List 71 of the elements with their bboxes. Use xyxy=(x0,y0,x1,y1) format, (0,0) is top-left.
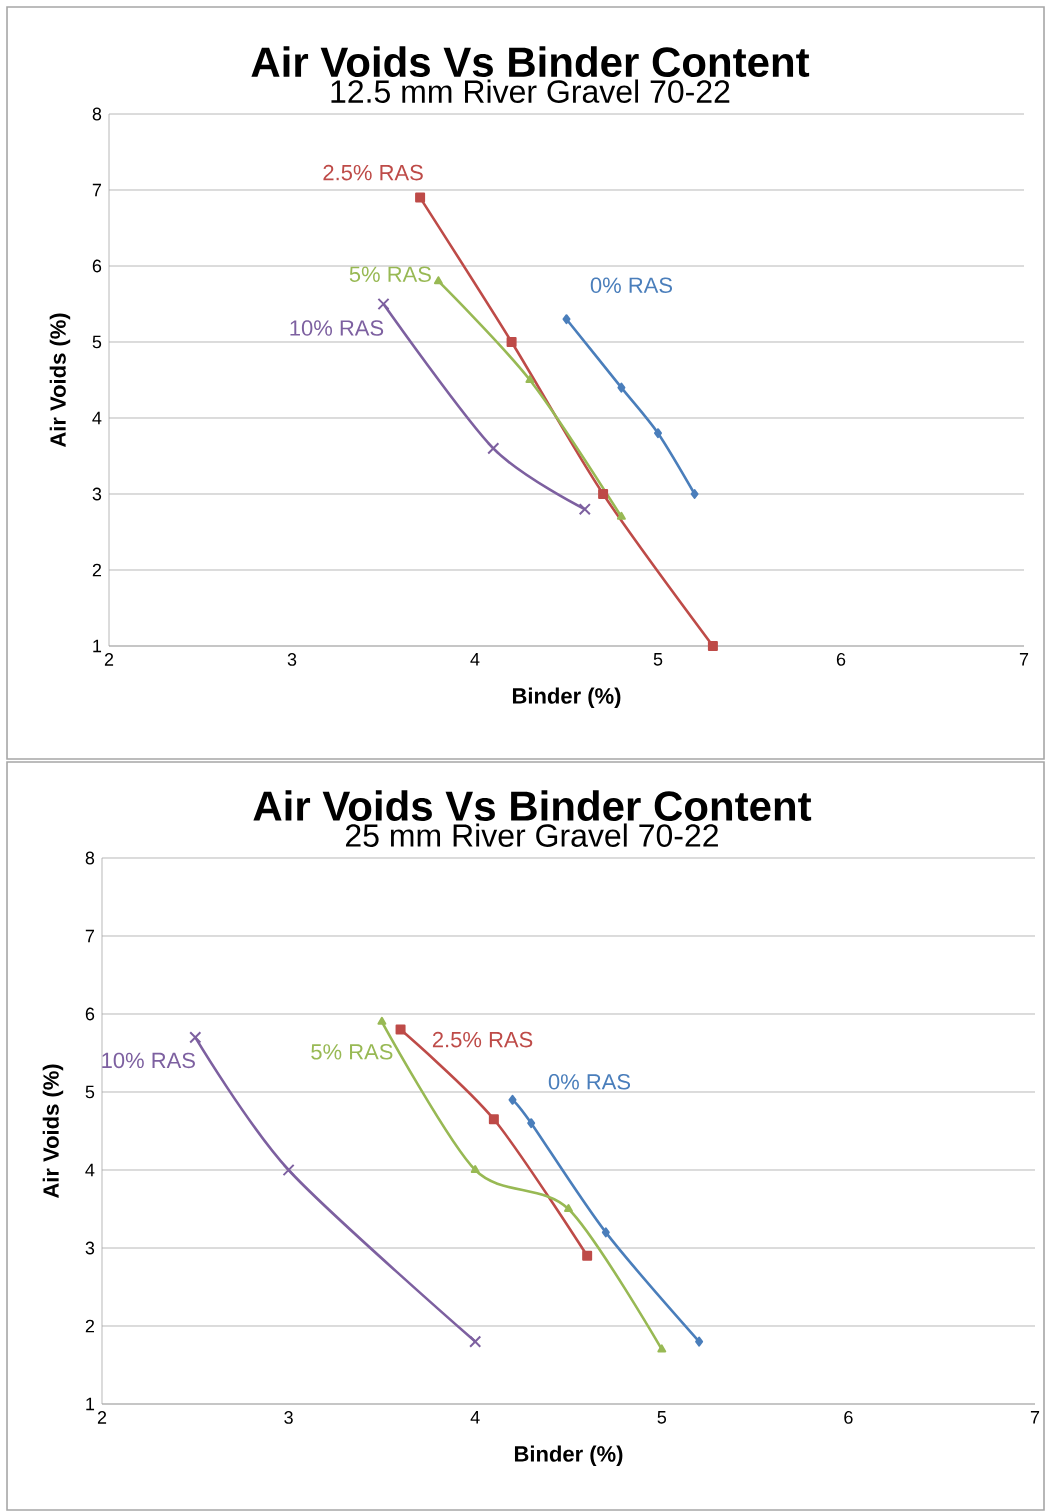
point xyxy=(487,442,500,455)
y-axis-title: Air Voids (%) xyxy=(49,313,71,448)
y-tick-label: 6 xyxy=(85,1007,95,1021)
x-tick-label: 7 xyxy=(1030,1411,1040,1424)
point xyxy=(564,1204,573,1212)
point xyxy=(598,488,609,499)
x-tick-label: 4 xyxy=(470,653,480,666)
y-tick-label: 8 xyxy=(85,851,95,865)
x-tick-label: 5 xyxy=(657,1411,667,1424)
point xyxy=(189,1031,202,1044)
point xyxy=(282,1163,295,1177)
point xyxy=(488,1114,499,1125)
y-tick-label: 8 xyxy=(92,107,102,121)
point xyxy=(508,1094,517,1105)
point xyxy=(377,297,390,311)
series-label: 2.5% RAS xyxy=(432,1031,533,1048)
series-label: 10% RAS xyxy=(290,320,384,336)
chart-subtitle: 25 mm River Gravel 70-22 xyxy=(345,823,718,847)
x-tick-label: 3 xyxy=(284,1411,293,1424)
y-tick-label: 4 xyxy=(92,411,102,425)
y-axis-title: Air Voids (%) xyxy=(42,1064,64,1199)
x-tick-label: 3 xyxy=(287,653,297,666)
x-tick-label: 5 xyxy=(653,653,663,666)
point xyxy=(415,192,426,203)
x-axis-title: Binder (%) xyxy=(512,687,621,709)
x-axis-title: Binder (%) xyxy=(514,1445,623,1467)
y-tick-label: 3 xyxy=(92,487,102,501)
y-tick-label: 6 xyxy=(92,259,102,273)
series-label: 0% RAS xyxy=(590,277,673,293)
y-tick-label: 2 xyxy=(92,563,102,577)
chart-subtitle: 12.5 mm River Gravel 70-22 xyxy=(331,79,730,103)
x-tick-label: 7 xyxy=(1019,653,1029,666)
series-label: 0% RAS xyxy=(548,1074,631,1090)
point xyxy=(617,382,626,393)
point xyxy=(707,640,718,651)
point xyxy=(616,511,626,520)
y-tick-label: 5 xyxy=(85,1085,95,1099)
point xyxy=(395,1024,406,1035)
y-tick-label: 4 xyxy=(85,1163,95,1177)
y-tick-label: 1 xyxy=(86,1397,95,1411)
y-tick-label: 7 xyxy=(85,929,95,943)
y-tick-label: 5 xyxy=(92,335,102,349)
x-tick-label: 2 xyxy=(104,653,114,666)
y-tick-label: 2 xyxy=(85,1319,95,1333)
point xyxy=(657,1344,667,1353)
point xyxy=(527,1118,536,1129)
point xyxy=(433,276,443,285)
point xyxy=(469,1335,482,1348)
point xyxy=(582,1250,593,1261)
series-label: 10% RAS xyxy=(102,1052,195,1069)
point xyxy=(377,1016,387,1025)
x-tick-label: 6 xyxy=(836,653,846,666)
series-label: 5% RAS xyxy=(349,266,431,282)
point xyxy=(690,488,699,499)
x-tick-label: 6 xyxy=(844,1411,853,1424)
point xyxy=(562,314,571,325)
chart-title: Air Voids Vs Binder Content xyxy=(251,46,810,78)
series-label: 5% RAS xyxy=(311,1044,393,1060)
point xyxy=(470,1165,480,1173)
y-tick-label: 3 xyxy=(85,1241,95,1255)
point xyxy=(506,337,517,347)
y-tick-label: 7 xyxy=(92,183,102,197)
y-tick-label: 1 xyxy=(93,639,102,653)
series-label: 2.5% RAS xyxy=(323,164,423,181)
chart-title: Air Voids Vs Binder Content xyxy=(253,790,812,822)
point xyxy=(654,428,662,439)
x-tick-label: 4 xyxy=(470,1411,480,1424)
point xyxy=(525,375,535,383)
point xyxy=(601,1227,610,1238)
point xyxy=(695,1336,704,1347)
point xyxy=(578,503,591,516)
